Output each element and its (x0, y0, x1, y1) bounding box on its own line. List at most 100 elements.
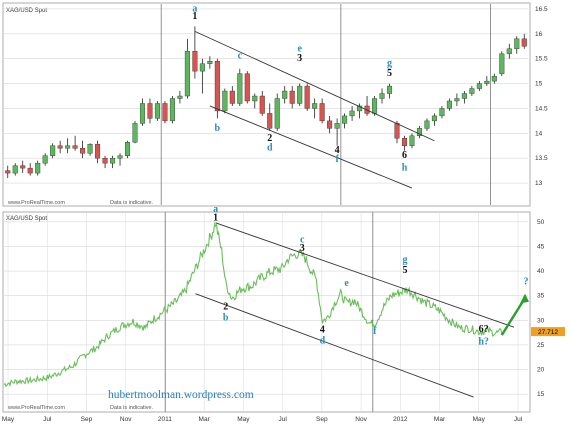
bottom-x-tick-label: Jul (43, 416, 52, 423)
candle (349, 105, 355, 121)
bottom-x-tick-label: Mar (199, 416, 211, 423)
candle (95, 140, 101, 164)
bottom-disclaimer: Data is indicative. (110, 405, 154, 411)
candle-body (424, 120, 430, 129)
bottom-y-tick-label: 40 (537, 268, 545, 275)
candle (244, 71, 250, 104)
bottom-y-tick-label: 20 (537, 367, 545, 374)
candle-body (139, 103, 146, 124)
candle-body (289, 90, 295, 104)
candle (199, 58, 205, 94)
candle (57, 140, 63, 154)
top-y-tick-label: 15.5 (535, 56, 548, 63)
wave-label: g (403, 255, 408, 266)
candle-body (416, 128, 422, 137)
top-y-tick-label: 16.5 (535, 6, 548, 13)
candle (439, 105, 445, 119)
candle (110, 155, 116, 169)
candle-body (379, 93, 385, 99)
candle (177, 91, 183, 104)
bottom-x-tick-label: May (2, 416, 15, 423)
wave-label: e (344, 278, 349, 289)
candle-body (72, 145, 78, 149)
wave-label: 5 (387, 68, 392, 79)
bottom-x-tick-label: May (473, 416, 486, 423)
bottom-watermark: www.ProRealTime.com (7, 405, 65, 411)
candle-body (274, 98, 280, 129)
wave-label: 1 (213, 212, 218, 223)
wave-label: h? (478, 336, 489, 347)
top-chart-title: XAG/USD Spot (6, 8, 47, 14)
candle-body (439, 108, 445, 117)
candle (409, 133, 415, 149)
candle (102, 155, 108, 169)
last-price-tag: 27.712 (531, 327, 565, 337)
candle-body (65, 145, 71, 149)
candle-body (334, 123, 340, 129)
candle (169, 96, 175, 124)
wave-label: 1 (192, 11, 197, 22)
wave-label: 6 (402, 150, 407, 161)
candle-body (110, 157, 116, 164)
candle-body (252, 95, 258, 102)
channel-line (195, 293, 474, 398)
candle (379, 88, 385, 104)
bottom-period-lines (164, 212, 374, 412)
candle-body (177, 95, 183, 99)
candle (424, 118, 430, 131)
last-price-tag-box (531, 327, 565, 337)
top-y-tick-label: 13.5 (535, 155, 548, 162)
candle-body (95, 144, 101, 159)
bottom-y-axis: 15 20 25 30 35 40 45 50 (537, 219, 545, 398)
candle (147, 98, 153, 124)
candle-body (102, 157, 108, 164)
wave-label: 4 (335, 145, 340, 156)
candle (469, 86, 475, 97)
candle (491, 73, 497, 84)
candle (42, 153, 48, 166)
candle-body (147, 103, 153, 119)
candle-body (357, 105, 363, 112)
candle-body (514, 38, 520, 49)
candle (117, 153, 123, 166)
candle-body (394, 123, 400, 139)
candle-body (162, 103, 168, 122)
candle (27, 163, 33, 176)
candle (207, 56, 213, 69)
candle-body (42, 155, 48, 164)
candle-body (214, 60, 220, 112)
bottom-x-tick-label: Nov (355, 416, 367, 423)
candle-body (50, 145, 56, 156)
candle-body (20, 165, 26, 169)
channel-line (209, 105, 413, 189)
candle-body (5, 170, 11, 174)
wave-label: 4 (320, 325, 325, 336)
top-period-lines (160, 4, 491, 205)
candle (274, 93, 280, 131)
bottom-x-tick-label: 2012 (393, 416, 408, 423)
candle-body (27, 167, 33, 174)
candle-body (192, 51, 198, 72)
candle (386, 83, 393, 99)
bottom-y-tick-label: 35 (537, 293, 545, 300)
candle-body (506, 48, 512, 54)
candle-body (401, 138, 408, 146)
candle (132, 120, 138, 144)
candle (184, 38, 190, 99)
candle-body (169, 98, 175, 122)
candle (319, 98, 325, 124)
top-y-tick-label: 15 (535, 81, 543, 88)
candle (222, 88, 228, 114)
candle-body (282, 90, 288, 99)
top-y-tick-label: 13 (535, 180, 543, 187)
candle-body (349, 110, 355, 117)
candle (12, 163, 18, 176)
bottom-x-tick-label: Mar (434, 416, 446, 423)
candle (297, 83, 303, 106)
wave-label: c (300, 235, 305, 246)
bottom-wave-labels: a1 2b c3 e 4d f g5 6?h?? (213, 204, 528, 347)
wave-label: 2 (223, 301, 228, 312)
candle-body (267, 113, 273, 129)
bottom-chart-title: XAG/USD Spot (6, 216, 47, 222)
